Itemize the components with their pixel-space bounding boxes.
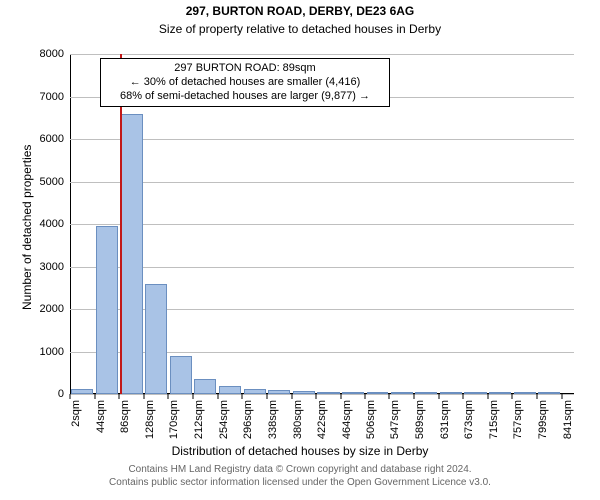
histogram-bar [415, 392, 437, 394]
y-gridline [70, 182, 574, 183]
x-tick-label: 86sqm [119, 400, 131, 433]
histogram-bar [489, 392, 511, 394]
x-tick-label: 547sqm [389, 400, 401, 439]
x-tick-label: 296sqm [242, 400, 254, 439]
x-tick-label: 338sqm [267, 400, 279, 439]
histogram-bar [219, 386, 241, 394]
histogram-bar [367, 392, 389, 394]
y-tick-label: 4000 [40, 218, 70, 230]
y-gridline [70, 139, 574, 140]
histogram-bar [464, 392, 486, 394]
y-tick-label: 1000 [40, 346, 70, 358]
x-tick-label: 44sqm [95, 400, 107, 433]
histogram-bar [538, 392, 560, 394]
x-tick-label: 422sqm [316, 400, 328, 439]
x-tick-label: 799sqm [537, 400, 549, 439]
chart-container: { "layout": { "width_px": 600, "height_p… [0, 0, 600, 500]
x-tick-label: 464sqm [341, 400, 353, 439]
y-tick-label: 7000 [40, 91, 70, 103]
y-gridline [70, 224, 574, 225]
x-tick-label: 757sqm [512, 400, 524, 439]
x-tick-label: 2sqm [70, 400, 82, 427]
y-gridline [70, 267, 574, 268]
x-tick-label: 170sqm [168, 400, 180, 439]
credits-line-1: Contains HM Land Registry data © Crown c… [0, 464, 600, 477]
annotation-line-1: 297 BURTON ROAD: 89sqm [107, 62, 383, 76]
x-axis-label: Distribution of detached houses by size … [0, 444, 600, 458]
histogram-bar [120, 114, 142, 395]
x-tick-label: 715sqm [488, 400, 500, 439]
x-tick-label: 128sqm [144, 400, 156, 439]
histogram-bar [96, 226, 118, 394]
histogram-bar [145, 284, 167, 395]
y-tick-label: 6000 [40, 133, 70, 145]
histogram-bar [391, 392, 413, 394]
x-tick-label: 589sqm [414, 400, 426, 439]
y-tick-label: 8000 [40, 48, 70, 60]
y-axis-label: Number of detached properties [20, 145, 34, 310]
histogram-bar [514, 392, 536, 394]
histogram-bar [268, 390, 290, 394]
histogram-bar [293, 391, 315, 394]
chart-subtitle: Size of property relative to detached ho… [0, 22, 600, 36]
annotation-line-3: 68% of semi-detached houses are larger (… [107, 90, 383, 104]
annotation-box: 297 BURTON ROAD: 89sqm ← 30% of detached… [100, 58, 390, 107]
histogram-bar [71, 389, 93, 394]
y-tick-label: 5000 [40, 176, 70, 188]
x-tick-label: 506sqm [365, 400, 377, 439]
histogram-bar [317, 392, 339, 394]
x-tick-label: 841sqm [562, 400, 574, 439]
x-tick-label: 631sqm [439, 400, 451, 439]
y-tick-label: 0 [58, 388, 70, 400]
y-tick-label: 3000 [40, 261, 70, 273]
chart-title: 297, BURTON ROAD, DERBY, DE23 6AG [0, 4, 600, 18]
credits-line-2: Contains public sector information licen… [0, 477, 600, 490]
histogram-bar [440, 392, 462, 394]
x-tick-label: 212sqm [193, 400, 205, 439]
y-gridline [70, 54, 574, 55]
x-tick-label: 380sqm [292, 400, 304, 439]
annotation-line-2: ← 30% of detached houses are smaller (4,… [107, 76, 383, 90]
y-gridline [70, 394, 574, 395]
credits: Contains HM Land Registry data © Crown c… [0, 464, 600, 489]
x-tick-label: 254sqm [218, 400, 230, 439]
y-tick-label: 2000 [40, 303, 70, 315]
x-tick-label: 673sqm [463, 400, 475, 439]
histogram-bar [194, 379, 216, 394]
plot-area: 0100020003000400050006000700080002sqm44s… [70, 54, 574, 394]
histogram-bar [244, 389, 266, 394]
histogram-bar [170, 356, 192, 394]
histogram-bar [342, 392, 364, 394]
